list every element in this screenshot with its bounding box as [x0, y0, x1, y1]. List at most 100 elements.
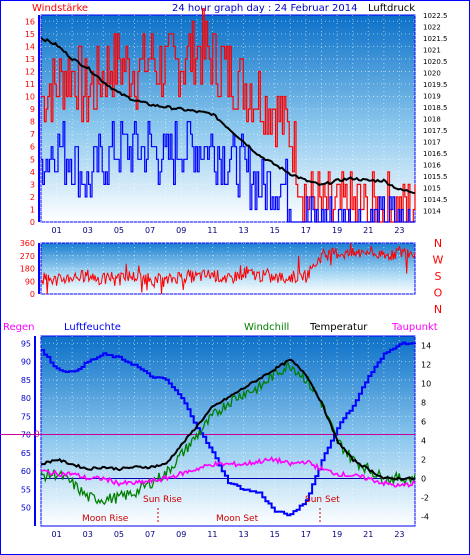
sun-rise-label: Sun Rise	[143, 495, 182, 505]
pressure-y-tick-label: 1020.5	[423, 58, 448, 66]
humidity-panel-x-tick-label: 17	[301, 530, 311, 539]
temperature-y-tick-label: 0	[421, 475, 426, 484]
direction-y-tick-label: 90	[25, 277, 35, 286]
humidity-panel-x-tick-label: 07	[145, 530, 155, 539]
temperature-y-tick-label: 8	[421, 399, 426, 408]
wind-y-tick-label: 2	[30, 193, 35, 202]
temperature-y-tick-label: 4	[421, 437, 426, 446]
wind-gust-series	[41, 8, 416, 223]
humidity-y-tick-label: 60	[21, 467, 31, 476]
windchill-series	[40, 361, 416, 506]
wind-panel-x-tick-label: 11	[207, 226, 217, 235]
humidity-panel-x-tick-label: 05	[114, 530, 124, 539]
wind-panel-x-tick-label: 23	[394, 226, 404, 235]
temperature-y-tick-label: -4	[421, 513, 429, 522]
humidity-y-tick-label: 70	[21, 431, 31, 440]
wind-y-tick-label: 3	[30, 180, 35, 189]
direction-compass-label: O	[434, 287, 443, 300]
humidity-panel-x-tick-label: 13	[238, 530, 248, 539]
wind-y-tick-label: 7	[30, 130, 35, 139]
humidity-panel-x-tick-label: 15	[270, 530, 280, 539]
humidity-y-tick-label: 95	[21, 339, 31, 348]
wind-axis-title: Windstärke	[32, 3, 88, 14]
zero-marker-label: 0	[34, 430, 40, 440]
humidity-temperature-panel: 01 03 05 07 09 11 13 15 17 19 21 235055606570758085…	[0, 335, 431, 539]
humidity-panel-x-tick-label: 09	[176, 530, 186, 539]
humidity-y-tick-label: 65	[21, 449, 31, 458]
moon-set-label: Moon Set	[216, 514, 259, 524]
humidity-y-tick-label: 50	[21, 504, 31, 513]
pressure-y-tick-label: 1014.5	[423, 196, 448, 204]
chart-title: 24 hour graph day : 24 Februar 2014	[172, 3, 357, 14]
pressure-y-tick-label: 1021.5	[423, 35, 448, 43]
humidity-panel-x-tick-label: 01	[51, 530, 61, 539]
wind-y-tick-label: 6	[30, 143, 35, 152]
pressure-axis-title: Luftdruck	[368, 3, 415, 14]
wind-y-tick-label: 0	[30, 218, 35, 227]
humidity-y-tick-label: 75	[21, 412, 31, 421]
wind-y-tick-label: 15	[25, 30, 35, 39]
wind-y-tick-label: 16	[25, 17, 35, 26]
temperature-y-tick-label: 10	[421, 380, 431, 389]
humidity-panel-x-tick-label: 11	[207, 530, 217, 539]
wind-y-tick-label: 8	[30, 118, 35, 127]
pressure-y-tick-label: 1019	[423, 93, 441, 101]
luftfeuchte-label: Luftfeuchte	[64, 322, 121, 333]
pressure-y-tick-label: 1014	[423, 208, 441, 216]
temperature-y-tick-label: 12	[421, 361, 431, 370]
windchill-label: Windchill	[244, 322, 289, 333]
temperature-y-tick-label: 2	[421, 456, 426, 465]
wind-panel-x-tick-label: 01	[51, 226, 61, 235]
direction-compass-label: N	[434, 303, 442, 316]
direction-y-tick-label: 180	[20, 265, 35, 274]
wind-direction-series	[40, 242, 416, 295]
wind-panel-x-tick-label: 07	[145, 226, 155, 235]
direction-y-tick-label: 270	[20, 252, 35, 261]
regen-label: Regen	[3, 322, 35, 333]
pressure-y-tick-label: 1017	[423, 139, 441, 147]
wind-panel-x-tick-label: 03	[83, 226, 93, 235]
wind-y-tick-label: 14	[25, 42, 35, 51]
temperature-y-tick-label: 6	[421, 418, 426, 427]
temperatur-label: Temperatur	[309, 322, 368, 333]
humidity-series	[41, 341, 416, 517]
humidity-y-tick-label: 80	[21, 394, 31, 403]
wind-panel-x-tick-label: 05	[114, 226, 124, 235]
dewpoint-series	[40, 455, 416, 488]
wind-panel-x-tick-label: 21	[363, 226, 373, 235]
pressure-y-tick-label: 1018.5	[423, 104, 448, 112]
humidity-panel-x-tick-label: 23	[394, 530, 404, 539]
humidity-y-tick-label: 85	[21, 376, 31, 385]
wind-average-series	[41, 121, 415, 223]
sun-set-label: Sun Set	[305, 495, 340, 505]
temperature-series	[40, 358, 416, 481]
direction-compass-label: W	[433, 254, 444, 267]
wind-panel-x-tick-label: 09	[176, 226, 186, 235]
pressure-y-tick-label: 1021	[423, 47, 441, 55]
pressure-y-tick-label: 1017.5	[423, 127, 448, 135]
wind-panel-x-tick-label: 19	[332, 226, 342, 235]
wind-y-tick-label: 1	[30, 205, 35, 214]
wind-y-tick-label: 5	[30, 155, 35, 164]
pressure-y-tick-label: 1022	[423, 24, 441, 32]
pressure-y-tick-label: 1016.5	[423, 150, 448, 158]
pressure-series	[40, 37, 416, 195]
pressure-y-tick-label: 1016	[423, 162, 441, 170]
direction-compass-label: S	[435, 270, 442, 283]
pressure-y-tick-label: 1022.5	[423, 12, 448, 20]
wind-y-tick-label: 4	[30, 168, 35, 177]
humidity-panel-plot-area	[40, 335, 416, 527]
direction-y-tick-label: 360	[20, 239, 35, 248]
humidity-y-tick-label: 55	[21, 485, 31, 494]
humidity-panel-x-tick-label: 19	[332, 530, 342, 539]
wind-y-tick-label: 12	[25, 67, 35, 76]
wind-panel-x-tick-label: 15	[270, 226, 280, 235]
wind-panel-x-tick-label: 17	[301, 226, 311, 235]
pressure-y-tick-label: 1019.5	[423, 81, 448, 89]
pressure-y-tick-label: 1015	[423, 185, 441, 193]
pressure-y-tick-label: 1015.5	[423, 173, 448, 181]
pressure-y-tick-label: 1018	[423, 116, 441, 124]
wind-y-tick-label: 13	[25, 55, 35, 64]
